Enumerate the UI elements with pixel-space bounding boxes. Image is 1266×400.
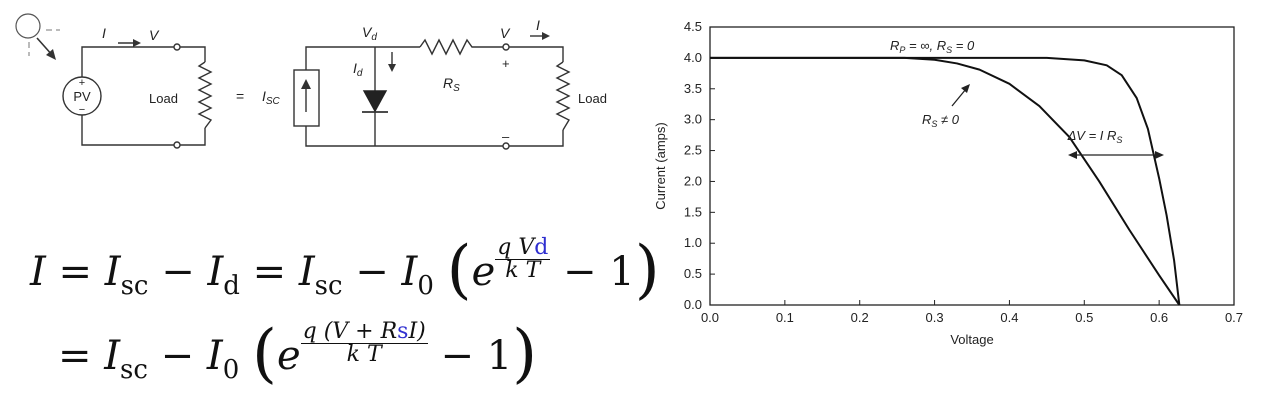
x-tick-label: 0.2 — [851, 310, 869, 325]
dv-arrow — [1068, 151, 1164, 159]
y-tick-label: 0.0 — [684, 297, 702, 312]
eq-wire-top — [305, 46, 420, 70]
annotation-dv: ΔV = I RS — [1067, 128, 1123, 145]
voltage-label: V — [149, 27, 160, 43]
x-tick-label: 0.6 — [1150, 310, 1168, 325]
equation-line-1: I = Isc − Id = Isc − I0 (e q Vd k T − 1) — [30, 233, 660, 307]
terminal-v-top — [502, 43, 510, 51]
diode-symbol — [362, 90, 388, 113]
eq-exponent-2: q (V + RsI) k T — [300, 318, 428, 367]
rs-arrow — [951, 84, 970, 107]
x-tick-label: 0.5 — [1075, 310, 1093, 325]
load-resistor-left — [197, 61, 213, 129]
pv-wire-bottom — [81, 115, 174, 146]
pv-wire-top — [81, 46, 174, 77]
rs-label: RS — [443, 75, 460, 94]
load-label-right: Load — [578, 91, 607, 106]
y-tick-label: 0.5 — [684, 266, 702, 281]
terminal-top — [173, 43, 181, 51]
y-tick-label: 2.0 — [684, 173, 702, 188]
pv-plus: + — [79, 77, 85, 89]
eq2-i0: I — [206, 333, 223, 379]
series-line-1 — [710, 56, 1181, 306]
equivalent-circuit-labels: ISC Vd Id RS V I + – Load — [262, 17, 607, 144]
x-tick-label: 0.4 — [1000, 310, 1018, 325]
current-source — [293, 69, 320, 127]
y-tick-label: 3.5 — [684, 81, 702, 96]
pv-circuit — [15, 13, 213, 149]
load-label-left: Load — [149, 91, 178, 106]
x-tick-label: 0.7 — [1225, 310, 1243, 325]
plot-frame — [709, 26, 1235, 306]
eq-id: I — [207, 249, 224, 295]
y-tick-label: 3.0 — [684, 112, 702, 127]
i-label-right: I — [536, 17, 540, 33]
x-axis-label: Voltage — [950, 332, 993, 347]
eq-exponent-1: q Vd k T — [495, 234, 551, 283]
rs-resistor — [419, 38, 503, 56]
series-line-0 — [710, 56, 1181, 306]
y-tick-label: 4.0 — [684, 50, 702, 65]
annotation-ideal: RP = ∞, RS = 0 — [890, 38, 975, 55]
plus-right: + — [502, 56, 510, 71]
v-label-right: V — [500, 25, 511, 41]
eq-wire-bottom — [305, 126, 503, 147]
eq-isc-2: I — [298, 249, 315, 295]
x-tick-label: 0.3 — [926, 310, 944, 325]
pv-minus: − — [79, 104, 85, 116]
eq-i0: I — [401, 249, 418, 295]
equation-line-2: = Isc − I0 (e q (V + RsI) k T − 1) — [58, 317, 538, 391]
axis-ticks: 0.0 0.1 0.2 0.3 0.4 0.5 0.6 0.7 0.0 0.5 1.0 1.5 2.0 2… — [684, 19, 1243, 325]
x-tick-label: 0.1 — [776, 310, 794, 325]
pv-label: PV — [73, 89, 91, 104]
minus-right: – — [502, 129, 510, 144]
x-tick-label: 0.0 — [701, 310, 719, 325]
pv-circuit-labels: I V PV + − Load = — [73, 25, 244, 116]
eq2-isc: I — [104, 333, 121, 379]
eq-isc: I — [104, 249, 121, 295]
isc-label: ISC — [262, 88, 281, 107]
y-tick-label: 2.5 — [684, 143, 702, 158]
terminal-bottom — [173, 141, 181, 149]
vd-label: Vd — [362, 24, 377, 43]
id-label: Id — [353, 60, 363, 79]
equals-sign: = — [236, 88, 244, 104]
load-wire-bottom — [180, 128, 206, 146]
equivalent-circuit — [293, 32, 571, 150]
y-axis-label: Current (amps) — [653, 122, 668, 209]
load-wire-top — [180, 46, 206, 62]
sun-icon — [15, 13, 60, 60]
y-tick-label: 4.5 — [684, 19, 702, 34]
annotation-rs: RS ≠ 0 — [922, 112, 960, 129]
eq-lhs: I — [30, 249, 46, 295]
chart-series — [710, 56, 1181, 306]
y-tick-label: 1.5 — [684, 204, 702, 219]
y-tick-label: 1.0 — [684, 235, 702, 250]
load-resistor-right — [555, 61, 571, 131]
iv-chart: 0.0 0.1 0.2 0.3 0.4 0.5 0.6 0.7 0.0 0.5 1.0 1.5 2.0 2… — [653, 19, 1243, 347]
current-label: I — [102, 25, 106, 41]
